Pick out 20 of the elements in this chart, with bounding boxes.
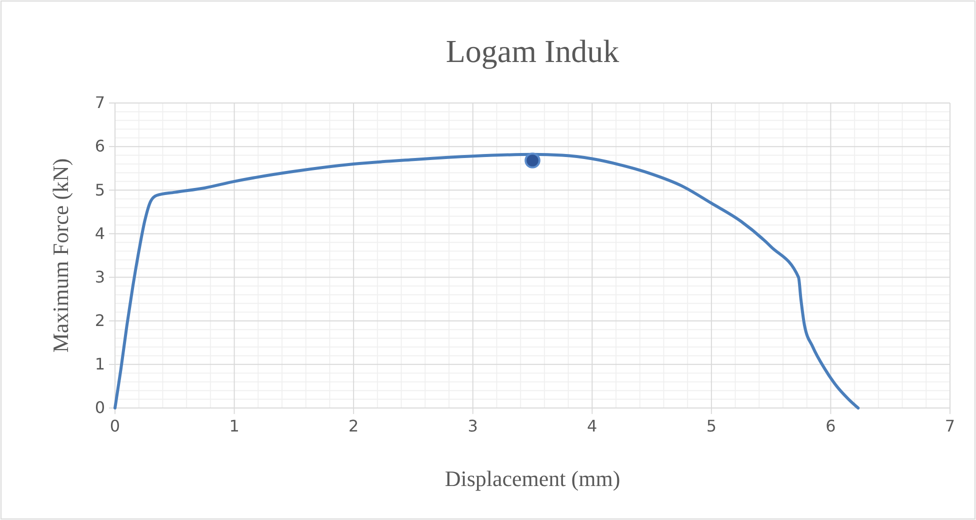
y-tick-label: 5 — [94, 180, 105, 200]
x-tick-label: 7 — [944, 416, 956, 436]
x-tick-label: 0 — [110, 416, 120, 436]
x-tick-label: 5 — [706, 416, 717, 436]
x-tick-label: 4 — [587, 416, 598, 436]
chart-title: Logam Induk — [446, 33, 620, 69]
x-tick-label: 2 — [348, 416, 359, 436]
y-tick-label: 2 — [94, 310, 105, 330]
y-axis-title: Maximum Force (kN) — [48, 158, 73, 353]
y-tick-label: 7 — [94, 93, 105, 112]
y-tick-label: 0 — [94, 398, 105, 418]
x-axis-title: Displacement (mm) — [444, 466, 620, 491]
y-tick-label: 3 — [94, 267, 105, 286]
x-tick-label: 1 — [229, 416, 240, 436]
y-tick-label: 4 — [94, 224, 105, 243]
x-tick-label: 6 — [826, 416, 836, 436]
line-series — [114, 152, 860, 410]
x-tick-label: 3 — [468, 416, 478, 436]
y-tick-label: 1 — [94, 354, 105, 374]
y-tick-label: 6 — [94, 136, 105, 156]
